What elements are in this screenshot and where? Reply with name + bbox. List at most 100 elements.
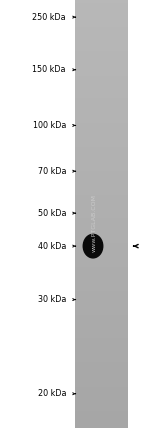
Text: www.PTGLAB.COM: www.PTGLAB.COM [91,193,96,252]
Bar [75,120,128,122]
Bar [75,389,128,391]
Bar [75,374,128,376]
Text: 20 kDa: 20 kDa [38,389,66,398]
Bar [75,33,128,35]
Bar [75,214,128,216]
Bar [75,84,128,86]
Bar [75,394,128,395]
Bar [75,256,128,257]
Bar [75,345,128,347]
Bar [75,95,128,98]
Bar [75,16,128,18]
Bar [75,287,128,288]
Bar [75,7,128,9]
Bar [75,208,128,210]
Bar [75,243,128,244]
Bar [75,50,128,52]
Bar [75,104,128,106]
Bar [75,397,128,398]
Bar [75,392,128,394]
Bar [75,213,128,214]
Bar [75,128,128,130]
Bar [75,78,128,80]
Bar [75,351,128,353]
Bar [75,210,128,211]
Bar [75,190,128,192]
Bar [75,93,128,95]
Bar [75,305,128,307]
Bar [75,360,128,361]
Bar [75,65,128,68]
Bar [75,251,128,253]
Bar [75,191,128,193]
Bar [75,357,128,359]
Bar [75,227,128,229]
Bar [75,117,128,119]
Bar [75,119,128,120]
Bar [75,146,128,147]
Bar [75,419,128,421]
Bar [75,277,128,279]
Bar [75,300,128,301]
Bar [75,188,128,190]
Bar [75,61,128,63]
Bar [75,288,128,290]
Bar [75,163,128,164]
Bar [75,248,128,250]
Bar [75,202,128,205]
Bar [75,143,128,145]
Bar [75,279,128,282]
Bar [75,161,128,163]
Bar [75,355,128,357]
Bar [75,54,128,56]
Bar [75,113,128,115]
Bar [75,160,128,162]
Bar [75,207,128,209]
Bar [75,221,128,223]
Bar [75,9,128,10]
Bar [75,311,128,313]
Bar [75,6,128,8]
Bar [75,137,128,139]
Bar [75,385,128,387]
Bar [75,407,128,408]
Bar [75,34,128,36]
Bar [75,270,128,271]
Bar [75,291,128,293]
Bar [75,1,128,3]
Bar [75,86,128,87]
Bar [75,138,128,140]
Bar [75,381,128,383]
Bar [75,193,128,194]
Bar [75,238,128,240]
Bar [75,321,128,323]
Bar [75,91,128,93]
Bar [75,70,128,72]
Bar [75,303,128,304]
Bar [75,183,128,184]
Bar [75,172,128,175]
Bar [75,312,128,314]
Bar [75,290,128,291]
Bar [75,185,128,187]
Bar [75,196,128,197]
Text: 40 kDa: 40 kDa [38,241,66,251]
Bar [75,123,128,125]
Bar [75,149,128,150]
Bar [75,230,128,232]
Bar [75,80,128,82]
Text: 50 kDa: 50 kDa [38,208,66,218]
Bar [75,201,128,203]
Bar [75,244,128,246]
Bar [75,352,128,354]
Bar [75,46,128,48]
Bar [75,111,128,113]
Bar [75,333,128,334]
Bar [75,315,128,317]
Ellipse shape [83,235,103,258]
Bar [75,31,128,33]
Bar [75,215,128,217]
Bar [75,101,128,103]
Bar [75,218,128,220]
Bar [75,350,128,351]
